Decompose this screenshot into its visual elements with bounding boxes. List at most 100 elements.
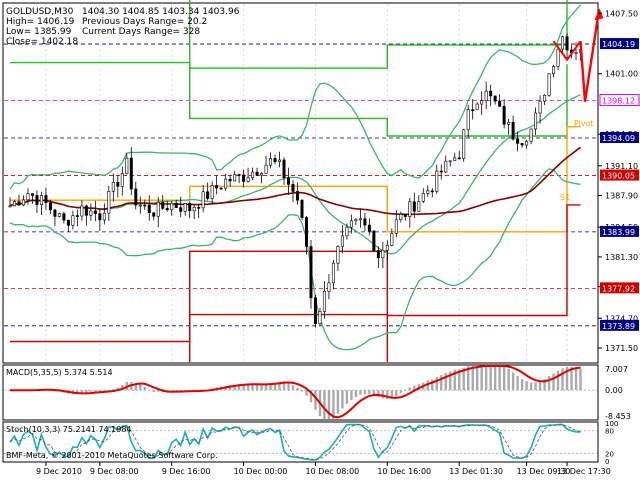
macd-bar [511, 372, 515, 391]
candle-body [354, 219, 358, 222]
price-tick-label: 1391.10 [605, 162, 638, 171]
candle-body [80, 205, 84, 217]
macd-bar [435, 376, 438, 391]
candle-body [282, 159, 286, 179]
candle-body [165, 208, 169, 211]
candle-body [251, 171, 255, 179]
candle-body [412, 201, 416, 212]
candle-body [399, 214, 403, 221]
candle-body [201, 191, 205, 209]
macd-bar [565, 366, 569, 391]
candle-body [349, 220, 353, 228]
candle-body [345, 226, 349, 237]
candle-body [291, 184, 295, 192]
level-badge [600, 225, 639, 237]
symbol-label: GOLDUSD,M30 [6, 7, 74, 17]
candle-body [156, 201, 160, 217]
candle-body [228, 178, 232, 182]
candle-body [197, 207, 201, 209]
close-label: Close= 1402.18 [6, 37, 78, 47]
macd-bar [278, 381, 281, 391]
macd-bar [520, 379, 524, 391]
macd-bar [98, 390, 102, 392]
candle-body [462, 129, 466, 159]
moving-average [9, 146, 581, 216]
moving-average-line [9, 146, 581, 216]
macd-bar [242, 384, 245, 391]
candle-body [278, 159, 282, 163]
macd-bar [449, 371, 452, 391]
candle-body [62, 213, 66, 221]
candle-body [372, 230, 376, 251]
macd-bar [309, 390, 313, 403]
ohlc-label: 1404.30 1404.85 1403.34 1403.96 [82, 7, 240, 17]
macd-bar [233, 384, 236, 391]
macd-bar [579, 368, 582, 391]
macd-bar [525, 381, 528, 391]
candle-body [260, 173, 264, 176]
macd-bar [431, 379, 434, 391]
candle-body [417, 201, 421, 212]
candle-body [309, 246, 313, 299]
macd-signal-polyline [10, 365, 581, 419]
macd-bar [251, 384, 254, 391]
macd-bar [467, 366, 470, 391]
candle-body [367, 224, 371, 232]
macd-bar [386, 390, 389, 400]
candle-body [403, 214, 407, 217]
stoch-tick-label: 100 [605, 420, 618, 428]
macd-bar [305, 390, 308, 396]
candle-body [385, 245, 389, 251]
macd-bar [332, 390, 335, 419]
candle-body [331, 262, 335, 284]
candle-body [543, 94, 547, 102]
candle-body [304, 217, 308, 247]
level-badge [600, 38, 639, 50]
candle-body [93, 210, 97, 214]
prev-range-label: Previous Days Range= 20.2 [82, 17, 207, 27]
candle-body [152, 212, 156, 217]
level-badge [600, 131, 639, 143]
candle-body [565, 36, 569, 51]
forecast-arrow-down [552, 40, 582, 62]
candlesticks [8, 33, 583, 328]
price-tick-label: 1381.30 [605, 253, 638, 262]
candle-body [120, 173, 124, 187]
candle-body [502, 106, 506, 125]
candle-body [210, 185, 214, 199]
candle-body [98, 213, 102, 221]
candle-body [318, 311, 322, 324]
candle-body [516, 138, 520, 144]
candle-body [484, 90, 488, 102]
macd-bar [148, 390, 151, 391]
time-tick-label: 9 Dec 16:00 [162, 467, 211, 476]
candle-body [525, 141, 529, 146]
candle-body [471, 109, 475, 111]
candle-body [21, 199, 25, 206]
stoch-tick-label: 20 [605, 450, 614, 458]
time-tick-label: 13 Dec 01:30 [449, 467, 503, 476]
macd-bar [345, 390, 349, 405]
candle-body [381, 249, 385, 258]
candle-body [134, 188, 138, 206]
candle-body [116, 181, 120, 187]
macd-bar [228, 385, 232, 391]
candle-body [174, 202, 178, 208]
candle-body [26, 193, 30, 201]
macd-bar [89, 390, 93, 392]
level-badge-label: 1398.12 [602, 97, 635, 106]
candle-body [408, 201, 412, 217]
macd-bar [561, 368, 564, 391]
macd-bar [404, 390, 407, 391]
candle-body [188, 203, 192, 212]
candle-body [322, 291, 326, 312]
candle-body [35, 195, 39, 205]
macd-bar [381, 390, 385, 399]
level-badge [599, 94, 640, 107]
stoch-title: Stoch(10,3,3) 75.2141 74.1984 [6, 425, 132, 434]
macd-bar [237, 384, 241, 391]
macd-bar [121, 385, 124, 391]
macd-bar [350, 390, 353, 400]
macd-bar [359, 390, 362, 395]
candle-body [340, 235, 344, 247]
